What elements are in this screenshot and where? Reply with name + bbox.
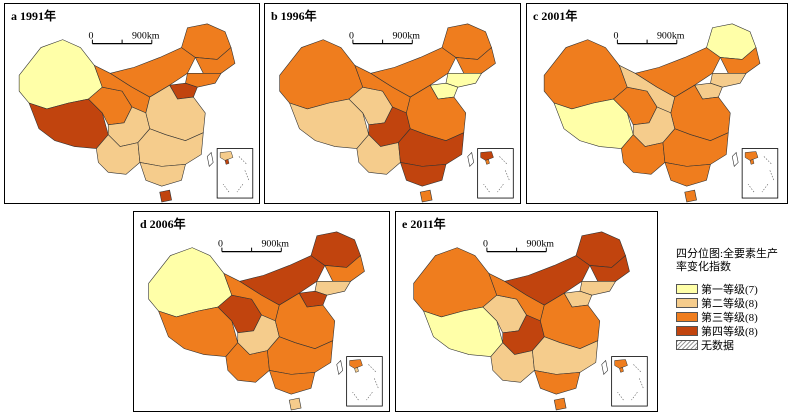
legend-item-nodata: 无数据	[676, 338, 788, 352]
china-map-e: 0 900km	[413, 231, 648, 411]
map-title-d: d 2006年	[140, 217, 186, 231]
legend-swatch-nodata	[676, 340, 698, 350]
region-taiwan	[731, 151, 739, 167]
region-hainan	[419, 189, 433, 203]
region-guangdong	[139, 162, 186, 187]
legend-label-nodata: 无数据	[701, 340, 734, 352]
legend-swatch-q1	[676, 284, 698, 294]
region-inner_mongolia	[238, 255, 326, 306]
map-legend: 四分位图:全要素生产率变化指数 第一等级(7) 第二等级(8) 第三等级(8) …	[676, 248, 788, 352]
inset-hainan	[354, 367, 359, 373]
legend-item-q3: 第三等级(8)	[676, 310, 788, 324]
region-guangdong	[268, 370, 316, 395]
legend-label-q1: 第一等级(7)	[701, 284, 758, 296]
scale-bar-b: 0 900km	[349, 31, 421, 45]
inset-mainland	[349, 359, 363, 369]
scale-zero: 0	[613, 31, 618, 42]
region-hainan	[159, 189, 172, 203]
legend-swatch-q3	[676, 312, 698, 322]
inset-hainan	[224, 159, 230, 165]
legend-item-q2: 第二等级(8)	[676, 296, 788, 310]
map-panel-b: 0 900km b 1996年	[264, 3, 521, 204]
scale-bar-d: 0 900km	[218, 239, 290, 253]
map-title-e: e 2011年	[402, 217, 446, 231]
scale-bar-e: 0 900km	[483, 239, 555, 253]
scale-label: 900km	[132, 31, 160, 42]
map-title-c: c 2001年	[533, 9, 578, 23]
region-hainan	[288, 397, 302, 411]
map-regions-c	[543, 23, 761, 203]
scale-label: 900km	[393, 31, 421, 42]
legend-title: 四分位图:全要素生产率变化指数	[676, 248, 779, 273]
map-title-a: a 1991年	[11, 9, 57, 23]
inset-mainland	[614, 359, 628, 369]
scale-zero: 0	[218, 239, 223, 250]
legend-swatch-q2	[676, 298, 698, 308]
inset-hainan	[485, 159, 490, 165]
region-hainan	[684, 189, 697, 203]
region-guangdong	[399, 162, 447, 187]
scale-bar-a: 0 900km	[88, 31, 160, 45]
map-panel-e: 0 900km e 2011年	[395, 211, 658, 412]
region-taiwan	[336, 359, 344, 375]
map-title-b: b 1996年	[271, 9, 317, 23]
map-panel-a: 0 900km a 1991年	[4, 3, 260, 204]
china-map-b: 0 900km	[279, 23, 514, 203]
inset-south-china-sea-e	[611, 356, 648, 407]
map-panel-d: 0 900km d 2006年	[133, 211, 390, 412]
inset-south-china-sea-d	[346, 356, 383, 407]
scale-zero: 0	[88, 31, 93, 42]
scale-bar-c: 0 900km	[613, 31, 685, 45]
region-taiwan	[467, 151, 475, 167]
scale-zero: 0	[483, 239, 488, 250]
map-panel-c: 0 900km c 2001年	[526, 3, 788, 204]
region-guangdong	[664, 162, 711, 187]
region-hainan	[553, 397, 567, 411]
map-regions-e	[413, 231, 630, 411]
inset-south-china-sea-a	[216, 148, 254, 199]
legend-label-q3: 第三等级(8)	[701, 312, 758, 324]
scale-label: 900km	[262, 239, 290, 250]
scale-label: 900km	[657, 31, 685, 42]
legend-item-q4: 第四等级(8)	[676, 324, 788, 338]
inset-mainland	[219, 151, 234, 161]
region-inner_mongolia	[634, 47, 721, 98]
inset-south-china-sea-b	[477, 148, 514, 199]
legend-label-q4: 第四等级(8)	[701, 326, 758, 338]
map-regions-a	[18, 23, 236, 203]
region-guangdong	[533, 370, 581, 395]
region-inner_mongolia	[369, 47, 457, 98]
scale-zero: 0	[349, 31, 354, 42]
region-inner_mongolia	[503, 255, 591, 306]
inset-mainland	[480, 151, 494, 161]
inset-mainland	[744, 151, 759, 161]
map-regions-d	[148, 231, 365, 411]
legend-item-q1: 第一等级(7)	[676, 282, 788, 296]
region-inner_mongolia	[109, 47, 196, 98]
inset-hainan	[749, 159, 755, 165]
inset-hainan	[619, 367, 624, 373]
china-map-d: 0 900km	[148, 231, 383, 411]
china-map-a: 0 900km	[18, 23, 254, 203]
china-map-c: 0 900km	[543, 23, 779, 203]
region-taiwan	[601, 359, 609, 375]
legend-label-q2: 第二等级(8)	[701, 298, 758, 310]
map-regions-b	[279, 23, 496, 203]
inset-south-china-sea-c	[741, 148, 779, 199]
region-taiwan	[206, 151, 214, 167]
legend-swatch-q4	[676, 326, 698, 336]
scale-label: 900km	[527, 239, 555, 250]
